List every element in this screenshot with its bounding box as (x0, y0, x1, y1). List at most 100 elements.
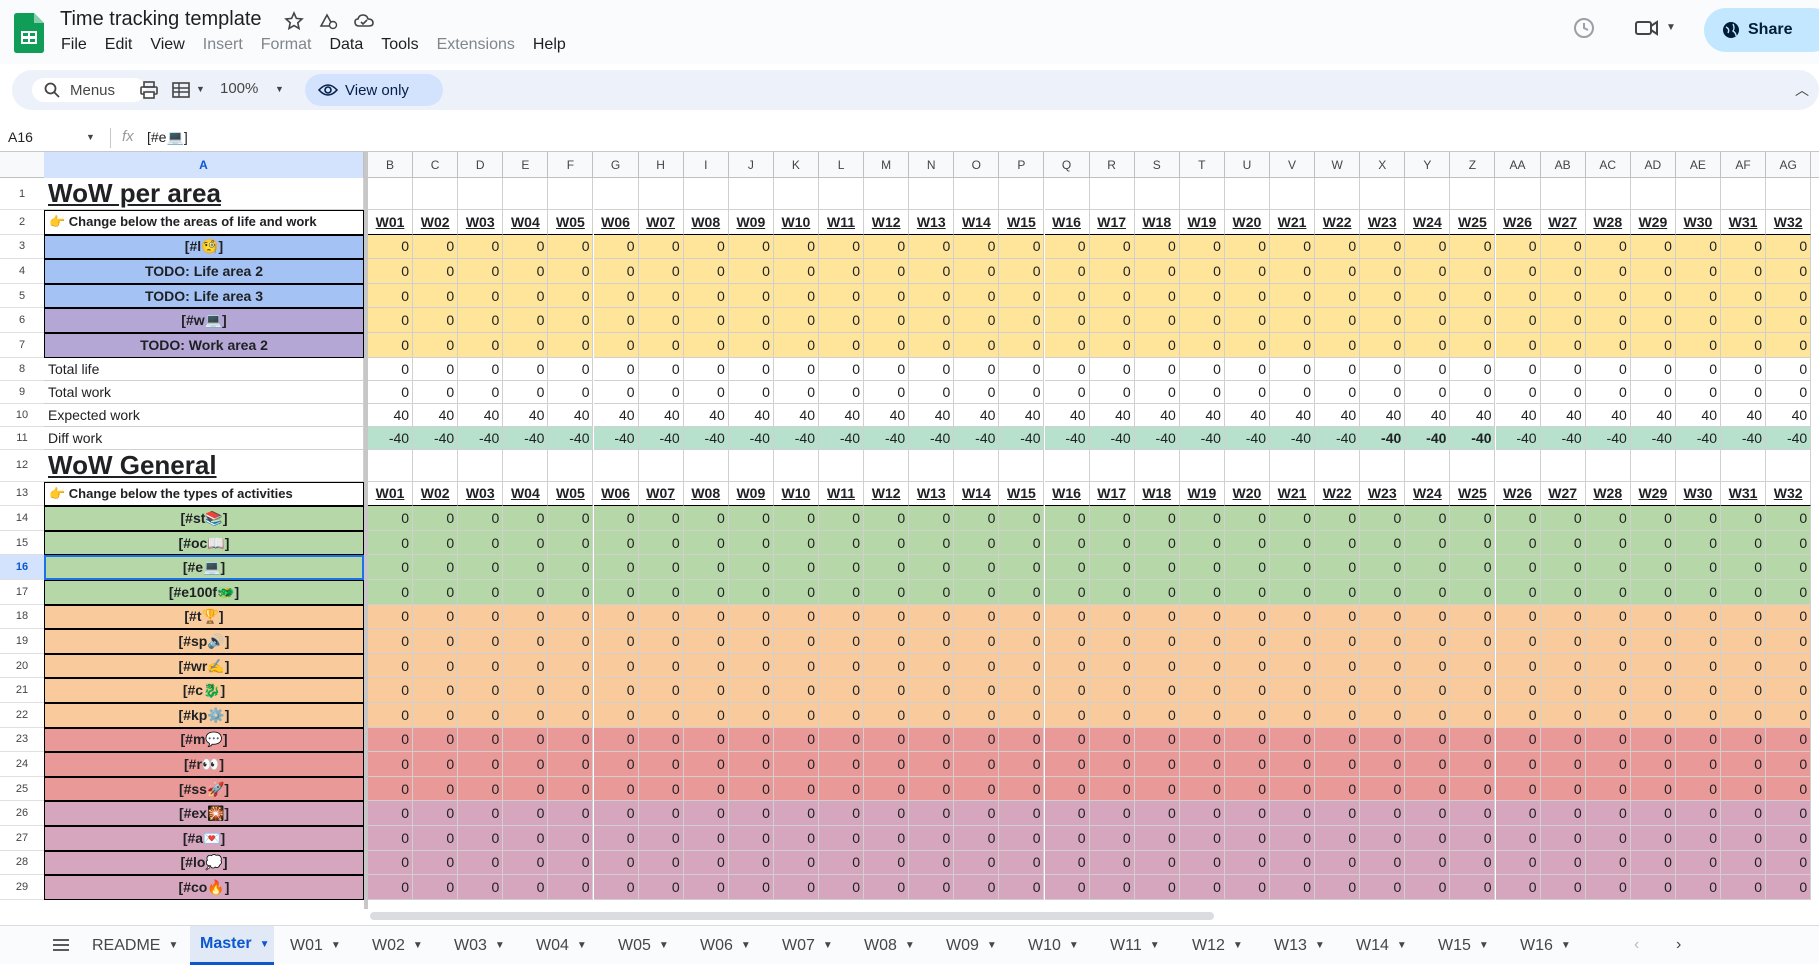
value-cell[interactable]: 0 (413, 555, 459, 580)
empty-cell[interactable] (819, 178, 865, 210)
value-cell[interactable]: 0 (1134, 826, 1180, 851)
value-cell[interactable]: 0 (1224, 308, 1270, 333)
value-cell[interactable]: 0 (819, 629, 865, 654)
value-cell[interactable]: 0 (503, 801, 549, 826)
value-cell[interactable]: 0 (683, 283, 729, 309)
value-cell[interactable]: 0 (728, 604, 774, 630)
value-cell[interactable]: 0 (548, 850, 594, 876)
row-header-21[interactable]: 21 (0, 678, 44, 703)
empty-cell[interactable] (1450, 449, 1496, 482)
value-cell[interactable]: 0 (1585, 850, 1631, 876)
value-cell[interactable]: 0 (1766, 703, 1812, 728)
value-cell[interactable]: 0 (864, 826, 910, 851)
value-cell[interactable]: 0 (728, 580, 774, 605)
week-header[interactable]: W19 (1179, 210, 1225, 235)
value-cell[interactable]: 0 (864, 727, 910, 753)
value-cell[interactable]: 0 (1270, 850, 1316, 876)
column-header-ab[interactable]: AB (1541, 152, 1586, 178)
value-cell[interactable]: 0 (1224, 380, 1270, 404)
value-cell[interactable]: 0 (593, 580, 639, 605)
value-cell[interactable]: 0 (1089, 727, 1135, 753)
value-cell[interactable]: 0 (503, 506, 549, 531)
value-cell[interactable]: 0 (683, 629, 729, 654)
value-cell[interactable]: 0 (999, 308, 1045, 333)
value-cell[interactable]: 0 (1721, 506, 1767, 531)
week-header[interactable]: W24 (1405, 481, 1451, 507)
week-header[interactable]: W10 (773, 481, 819, 507)
value-cell[interactable]: 40 (413, 403, 459, 427)
value-cell[interactable]: 0 (1224, 530, 1270, 556)
value-cell[interactable]: 0 (1540, 234, 1586, 260)
collapse-toolbar-icon[interactable]: ︿ (1795, 82, 1809, 98)
value-cell[interactable]: 0 (1089, 506, 1135, 531)
value-cell[interactable]: -40 (638, 426, 684, 450)
value-cell[interactable]: 0 (683, 308, 729, 333)
week-header[interactable]: W29 (1630, 210, 1676, 235)
value-cell[interactable]: 0 (368, 234, 414, 260)
menu-file[interactable]: File (61, 36, 87, 53)
value-cell[interactable]: 0 (458, 380, 504, 404)
value-cell[interactable]: 0 (683, 259, 729, 284)
value-cell[interactable]: 0 (1360, 703, 1406, 728)
value-cell[interactable]: 0 (773, 380, 819, 404)
row-header-4[interactable]: 4 (0, 259, 44, 284)
value-cell[interactable]: 0 (864, 629, 910, 654)
value-cell[interactable]: 0 (1405, 506, 1451, 531)
value-cell[interactable]: 0 (1630, 875, 1676, 900)
value-cell[interactable]: 0 (1224, 629, 1270, 654)
empty-cell[interactable] (368, 449, 414, 482)
value-cell[interactable]: 0 (909, 283, 955, 309)
category-label[interactable]: [#lo💭] (44, 850, 364, 876)
value-cell[interactable]: 0 (1360, 629, 1406, 654)
value-cell[interactable]: 0 (1630, 703, 1676, 728)
summary-label[interactable]: Diff work (44, 426, 364, 450)
value-cell[interactable]: 0 (999, 234, 1045, 260)
empty-cell[interactable] (864, 178, 910, 210)
value-cell[interactable]: 0 (1089, 357, 1135, 381)
value-cell[interactable]: 0 (1224, 604, 1270, 630)
value-cell[interactable]: 0 (593, 776, 639, 802)
value-cell[interactable]: 0 (819, 283, 865, 309)
value-cell[interactable]: 0 (1044, 826, 1090, 851)
value-cell[interactable]: 0 (1540, 850, 1586, 876)
value-cell[interactable]: 0 (638, 580, 684, 605)
value-cell[interactable]: 0 (1179, 555, 1225, 580)
value-cell[interactable]: 0 (1134, 752, 1180, 777)
category-label[interactable]: [#e💻] (44, 555, 364, 580)
value-cell[interactable]: 0 (1495, 604, 1541, 630)
value-cell[interactable]: 0 (1315, 580, 1361, 605)
empty-cell[interactable] (1089, 449, 1135, 482)
value-cell[interactable]: 0 (593, 826, 639, 851)
value-cell[interactable]: 0 (458, 703, 504, 728)
value-cell[interactable]: 0 (1495, 826, 1541, 851)
value-cell[interactable]: 0 (1675, 703, 1721, 728)
value-cell[interactable]: 40 (1089, 403, 1135, 427)
value-cell[interactable]: 0 (1405, 580, 1451, 605)
value-cell[interactable]: 0 (1360, 826, 1406, 851)
value-cell[interactable]: 0 (458, 826, 504, 851)
empty-cell[interactable] (954, 178, 1000, 210)
value-cell[interactable]: 0 (368, 357, 414, 381)
week-header[interactable]: W11 (819, 210, 865, 235)
value-cell[interactable]: 0 (638, 530, 684, 556)
column-header-m[interactable]: M (864, 152, 910, 178)
chevron-down-icon[interactable]: ▼ (1560, 940, 1571, 951)
value-cell[interactable]: -40 (1360, 426, 1406, 450)
print-icon[interactable] (140, 81, 158, 99)
value-cell[interactable]: 0 (1450, 580, 1496, 605)
value-cell[interactable]: 0 (1675, 380, 1721, 404)
value-cell[interactable]: 0 (1315, 308, 1361, 333)
value-cell[interactable]: 0 (1450, 776, 1496, 802)
row-header-18[interactable]: 18 (0, 605, 44, 630)
value-cell[interactable]: 0 (1540, 875, 1586, 900)
value-cell[interactable]: 0 (503, 826, 549, 851)
value-cell[interactable]: 0 (593, 234, 639, 260)
value-cell[interactable]: 0 (1089, 653, 1135, 679)
menu-view[interactable]: View (150, 36, 185, 53)
value-cell[interactable]: 0 (999, 283, 1045, 309)
category-label[interactable]: [#m💬] (44, 727, 364, 753)
value-cell[interactable]: 0 (954, 530, 1000, 556)
value-cell[interactable]: 0 (1134, 530, 1180, 556)
empty-cell[interactable] (413, 178, 459, 210)
value-cell[interactable]: 0 (1675, 752, 1721, 777)
